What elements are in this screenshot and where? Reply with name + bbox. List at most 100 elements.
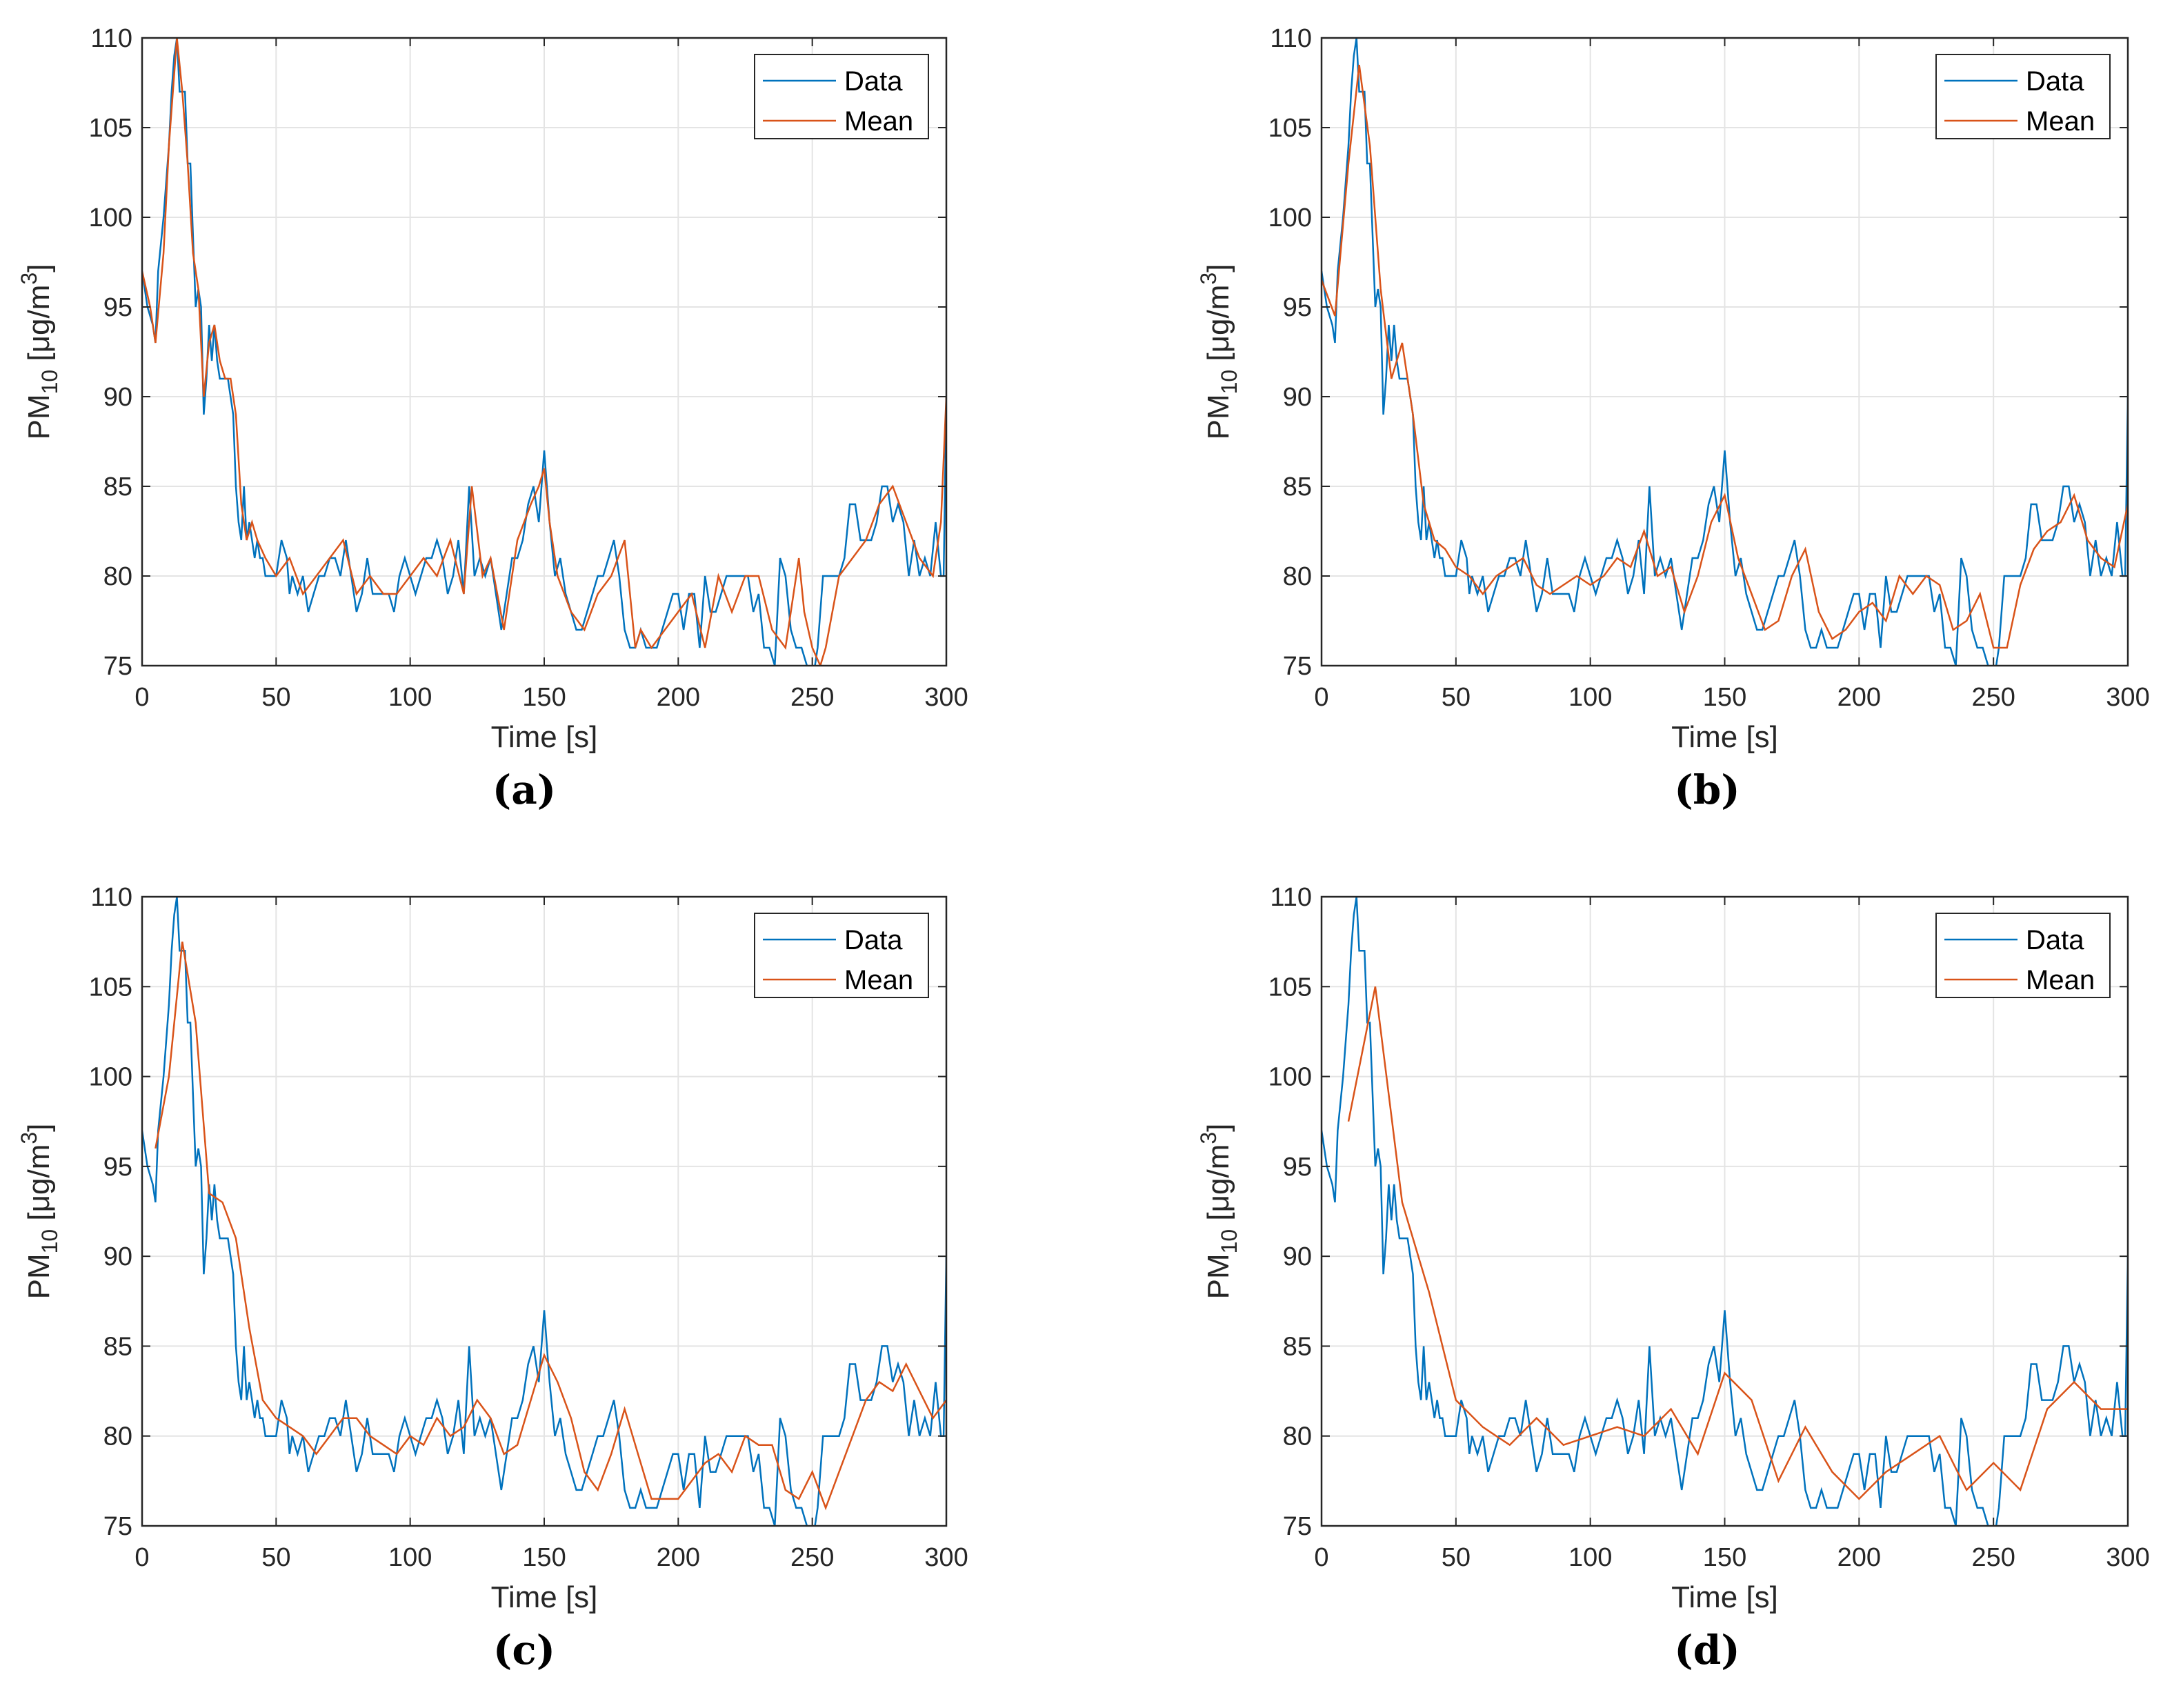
legend: Data Mean <box>1935 54 2111 139</box>
legend-entry: Data <box>2026 925 2084 955</box>
legend-box <box>1935 913 2111 998</box>
panel-caption: (c) <box>493 1627 555 1674</box>
x-tick-label: 200 <box>1837 683 1881 712</box>
legend-entry: Data <box>2026 66 2084 97</box>
y-tick-label: 75 <box>1283 652 1312 681</box>
legend-entry: Mean <box>844 965 913 995</box>
y-tick-label: 110 <box>90 883 132 912</box>
panel-a: 0 50 100 150 200 250 300 75 80 85 90 95 100 105 110 Tim… <box>17 24 968 813</box>
y-tick-label: 105 <box>89 114 132 143</box>
x-tick-label: 150 <box>522 1543 566 1572</box>
x-tick-label: 0 <box>1314 683 1328 712</box>
y-tick-label: 75 <box>103 652 132 681</box>
y-tick-label: 100 <box>89 1063 132 1092</box>
x-tick-label: 250 <box>790 1543 834 1572</box>
legend-entry: Mean <box>2026 106 2095 137</box>
x-tick-label: 200 <box>1837 1543 1881 1572</box>
x-tick-label: 250 <box>790 683 834 712</box>
y-tick-label: 90 <box>103 383 132 412</box>
panel-c: 0 50 100 150 200 250 300 75 80 85 90 95 100 105 110 Tim… <box>17 883 968 1674</box>
x-axis-label: Time [s] <box>1671 720 1778 754</box>
x-tick-label: 300 <box>2106 1543 2149 1572</box>
y-tick-label: 80 <box>103 562 132 591</box>
y-tick-label: 85 <box>1283 473 1312 502</box>
x-tick-label: 0 <box>134 1543 149 1572</box>
y-tick-label: 75 <box>103 1512 132 1541</box>
y-tick-label: 110 <box>1270 24 1312 53</box>
panel-caption: (d) <box>1674 1627 1740 1674</box>
y-tick-label: 75 <box>1283 1512 1312 1541</box>
mean-series-line <box>155 941 946 1511</box>
panel-caption: (a) <box>492 766 556 813</box>
legend-entry: Mean <box>2026 965 2095 995</box>
x-tick-label: 150 <box>1703 1543 1746 1572</box>
legend-box <box>754 54 929 139</box>
legend-entry: Mean <box>844 106 913 137</box>
legend: Data Mean <box>1935 913 2111 998</box>
data-series-line <box>1322 897 2128 1526</box>
y-tick-label: 110 <box>1270 883 1312 912</box>
x-tick-label: 50 <box>1442 683 1471 712</box>
legend: Data Mean <box>754 913 929 998</box>
x-axis-label: Time [s] <box>491 1580 598 1614</box>
x-tick-label: 300 <box>2106 683 2149 712</box>
data-series-line <box>142 897 946 1526</box>
x-tick-label: 200 <box>657 683 700 712</box>
y-tick-label: 100 <box>89 203 132 232</box>
x-tick-label: 250 <box>1971 683 2015 712</box>
y-tick-label: 80 <box>103 1422 132 1451</box>
x-tick-label: 150 <box>522 683 566 712</box>
y-tick-label: 85 <box>1283 1332 1312 1361</box>
x-tick-label: 250 <box>1971 1543 2015 1572</box>
y-tick-label: 95 <box>103 293 132 322</box>
y-tick-label: 95 <box>103 1153 132 1182</box>
y-tick-label: 85 <box>103 473 132 502</box>
y-tick-label: 80 <box>1283 562 1312 591</box>
x-tick-label: 50 <box>1442 1543 1471 1572</box>
y-tick-label: 80 <box>1283 1422 1312 1451</box>
legend-box <box>754 913 929 998</box>
y-tick-label: 95 <box>1283 1153 1312 1182</box>
y-tick-label: 90 <box>103 1242 132 1271</box>
y-tick-label: 105 <box>89 973 132 1002</box>
data-series-line <box>142 38 946 666</box>
x-tick-label: 50 <box>261 683 290 712</box>
x-tick-label: 100 <box>1568 1543 1612 1572</box>
y-axis-label: PM10 [μg/m3] <box>1196 1124 1242 1300</box>
y-tick-label: 90 <box>1283 383 1312 412</box>
y-tick-label: 95 <box>1283 293 1312 322</box>
x-tick-label: 300 <box>924 683 968 712</box>
y-tick-label: 85 <box>103 1332 132 1361</box>
x-tick-label: 0 <box>1314 1543 1328 1572</box>
mean-series-line <box>1347 986 2128 1500</box>
x-tick-label: 200 <box>657 1543 700 1572</box>
x-tick-label: 100 <box>1568 683 1612 712</box>
x-tick-label: 100 <box>388 683 432 712</box>
legend-box <box>1935 54 2111 139</box>
legend: Data Mean <box>754 54 929 139</box>
data-series-line <box>1322 38 2128 666</box>
panel-b: 0 50 100 150 200 250 300 75 80 85 90 95 100 105 110 Tim… <box>1196 24 2150 813</box>
x-tick-label: 100 <box>388 1543 432 1572</box>
mean-series-line <box>1322 64 2128 649</box>
x-axis-label: Time [s] <box>491 720 598 754</box>
y-axis-label: PM10 [μg/m3] <box>17 1124 62 1300</box>
y-tick-label: 110 <box>90 24 132 53</box>
panel-caption: (b) <box>1674 766 1740 813</box>
x-tick-label: 150 <box>1703 683 1746 712</box>
y-tick-label: 100 <box>1268 1063 1312 1092</box>
x-axis-label: Time [s] <box>1671 1580 1778 1614</box>
x-tick-label: 300 <box>924 1543 968 1572</box>
y-tick-label: 100 <box>1268 203 1312 232</box>
y-tick-label: 105 <box>1268 114 1312 143</box>
y-tick-label: 105 <box>1268 973 1312 1002</box>
legend-entry: Data <box>844 66 903 97</box>
x-tick-label: 0 <box>134 683 149 712</box>
legend-entry: Data <box>844 925 903 955</box>
y-tick-label: 90 <box>1283 1242 1312 1271</box>
y-axis-label: PM10 [μg/m3] <box>17 264 62 440</box>
x-tick-label: 50 <box>261 1543 290 1572</box>
y-axis-label: PM10 [μg/m3] <box>1196 264 1242 440</box>
mean-series-line <box>142 38 946 666</box>
